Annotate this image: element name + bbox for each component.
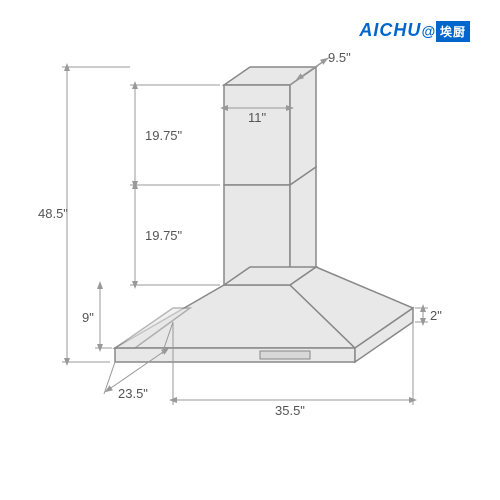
dim-base-height: 2" (415, 308, 442, 323)
dim-label: 48.5" (38, 206, 68, 221)
dim-lower-duct: 19.75" (130, 185, 220, 285)
dim-label: 19.75" (145, 128, 183, 143)
dim-label: 11" (248, 110, 266, 125)
dim-label: 9.5" (328, 50, 351, 65)
dim-upper-duct: 19.75" (130, 85, 220, 185)
dim-label: 35.5" (275, 403, 305, 418)
dim-label: 2" (430, 308, 442, 323)
technical-diagram: 48.5" 19.75" 19.75" 9" 2" 11" 9.5" (0, 0, 500, 500)
upper-duct (224, 67, 316, 185)
dim-canopy-height: 9" (82, 285, 112, 348)
dim-label: 9" (82, 310, 94, 325)
canopy (115, 267, 413, 348)
dim-label: 23.5" (118, 386, 148, 401)
dim-label: 19.75" (145, 228, 183, 243)
